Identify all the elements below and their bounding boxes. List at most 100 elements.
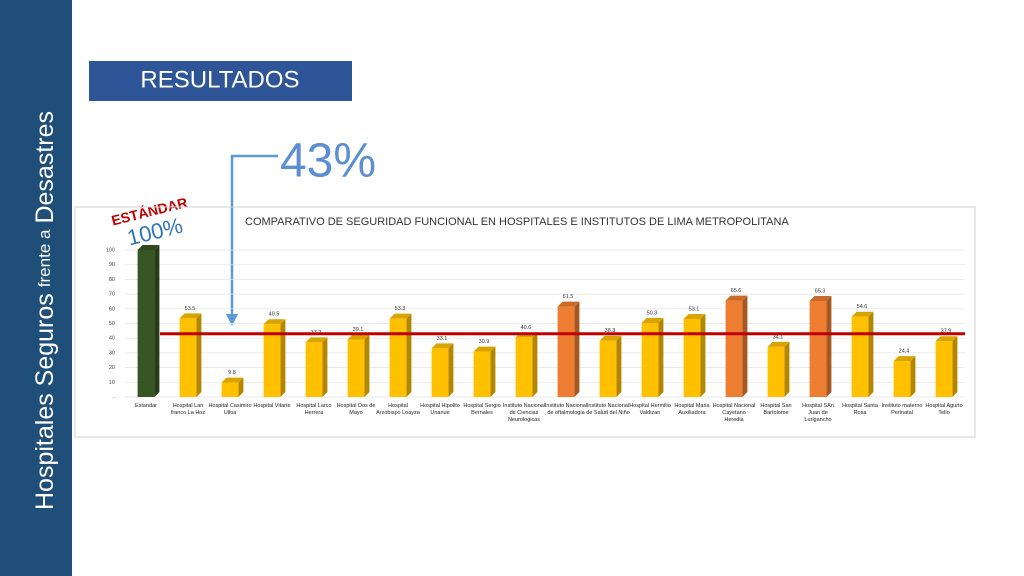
bar-front — [809, 301, 827, 397]
value-label: 33.1 — [437, 336, 448, 342]
bar-side — [742, 295, 748, 397]
x-tick-label: Hospital Lan franco La Hoz — [170, 403, 206, 416]
y-tick-label: 20 — [109, 365, 115, 371]
value-label: 61.5 — [563, 294, 574, 300]
bar-top — [557, 301, 580, 307]
arrow — [230, 154, 278, 316]
bar-front — [515, 337, 533, 397]
bar-side — [532, 332, 538, 397]
bar-top — [767, 341, 790, 347]
bar — [473, 346, 496, 397]
value-label: 49.5 — [269, 312, 280, 318]
bar-top — [725, 295, 748, 301]
value-label: 50.3 — [647, 311, 658, 317]
x-tick-label: Hospital Casimiro Ulloa — [208, 403, 252, 416]
bar-top — [851, 311, 874, 317]
bar-front — [431, 348, 449, 397]
bar-side — [280, 319, 286, 397]
bar-side — [154, 245, 160, 397]
x-tick-label: Instituto Nacional de Salud del Niño — [586, 403, 630, 416]
bar — [725, 295, 748, 397]
header-box — [89, 61, 352, 101]
y-tick-label: 10 — [109, 380, 115, 386]
bar-front — [347, 339, 365, 397]
x-tick-label: Hospital Dos de Mayo — [336, 403, 376, 416]
bar-side — [868, 311, 874, 397]
x-tick-label: Hospital Larco Herrera — [296, 403, 332, 416]
bar-side — [448, 343, 454, 397]
value-label: 9.8 — [228, 370, 236, 376]
value-label: 39.1 — [353, 327, 364, 333]
value-label: 34.1 — [773, 334, 784, 340]
x-tick-label: Hospital Santa Rosa — [842, 403, 878, 416]
bar-front — [305, 342, 323, 397]
bar-front — [851, 316, 869, 397]
bar — [893, 356, 916, 397]
y-tick-label: 50 — [109, 321, 115, 327]
bar — [221, 377, 244, 397]
y-tick-label: 60 — [109, 306, 115, 312]
bar — [851, 311, 874, 397]
average-label: 43% — [280, 135, 376, 188]
chart-title: COMPARATIVO DE SEGURIDAD FUNCIONAL EN HO… — [245, 216, 789, 228]
bar — [599, 335, 622, 397]
bar-side — [658, 318, 664, 397]
side-title: Hospitales Seguros frente a Desastres — [31, 111, 59, 510]
x-tick-label: Instituto materno Perinatal — [881, 403, 923, 416]
bar-top — [263, 319, 286, 325]
bar — [179, 313, 202, 397]
arrow-head — [226, 314, 238, 326]
bar-top — [347, 334, 370, 340]
bar — [389, 313, 412, 397]
y-tick-label: - — [113, 394, 115, 400]
bar-top — [179, 313, 202, 319]
bar-front — [473, 351, 491, 397]
value-label: 54.6 — [857, 304, 868, 310]
bar-top — [599, 335, 622, 341]
bar-side — [952, 336, 958, 397]
bar — [305, 337, 328, 397]
bar — [935, 336, 958, 397]
value-label: 65.3 — [815, 288, 826, 294]
x-tick-label: Hospital Agurto Tello — [925, 403, 963, 416]
value-label: 40.6 — [521, 325, 532, 331]
bar-front — [725, 300, 743, 397]
bar-front — [557, 306, 575, 397]
y-tick-label: 40 — [109, 336, 115, 342]
side-title-2: frente a — [35, 229, 54, 287]
bar-side — [616, 335, 622, 397]
header: RESULTADOS — [140, 66, 299, 93]
bar-side — [910, 356, 916, 397]
bar — [347, 334, 370, 397]
bar — [515, 332, 538, 397]
bar-front — [221, 382, 239, 397]
bar-top — [431, 343, 454, 349]
chart-frame — [74, 206, 976, 438]
bar-top — [305, 337, 328, 343]
bar-side — [196, 313, 202, 397]
bar-side — [406, 313, 412, 397]
bar-top — [683, 313, 706, 319]
bar-front — [767, 346, 785, 397]
value-label: 53.1 — [689, 306, 700, 312]
bar-front — [893, 361, 911, 397]
bar-front — [641, 323, 659, 397]
x-tick-label: Hospital San Bartolome — [760, 403, 792, 416]
bar — [431, 343, 454, 397]
bar — [767, 341, 790, 397]
bar-side — [238, 377, 244, 397]
bar-front — [683, 318, 701, 397]
value-label: 38.3 — [605, 328, 616, 334]
bar-top — [473, 346, 496, 352]
value-label: 65.6 — [731, 288, 742, 294]
value-label: 30.9 — [479, 339, 490, 345]
bar-front — [263, 324, 281, 397]
bar — [683, 313, 706, 397]
x-tick-label: Hospital Maria Auxiliadora — [674, 403, 710, 416]
bar-top — [389, 313, 412, 319]
x-tick-label: Estandar — [134, 403, 157, 409]
bar-front — [599, 340, 617, 397]
side-title-1: Hospitales Seguros — [31, 293, 59, 510]
x-tick-label: Hospital SAn Juan de Lurigancho — [802, 403, 834, 423]
